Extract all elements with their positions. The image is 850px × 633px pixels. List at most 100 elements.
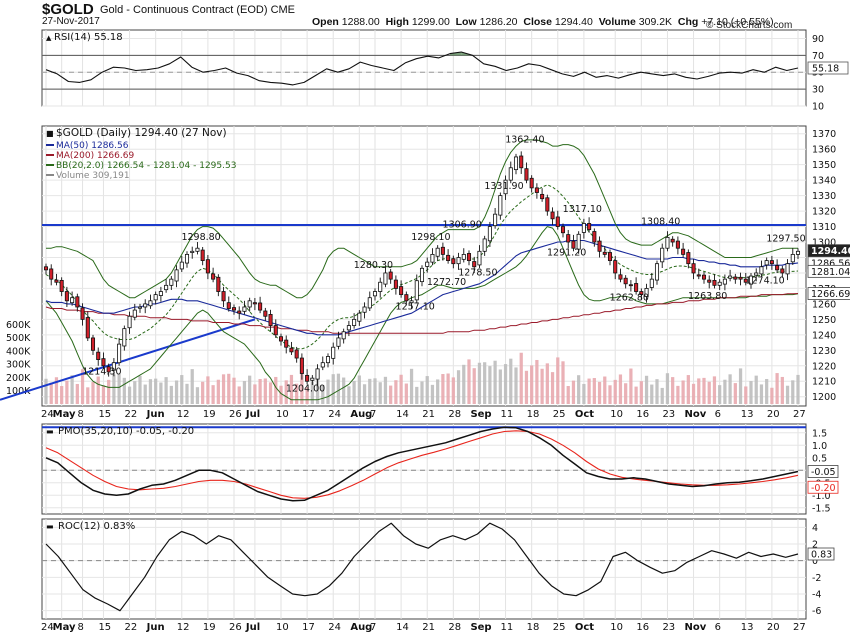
candle-body — [707, 279, 712, 283]
roc-line — [45, 522, 799, 612]
volume-bar — [373, 378, 377, 404]
volume-bar — [618, 374, 623, 404]
candle-body — [237, 310, 242, 314]
volume-bar — [655, 379, 659, 404]
bottom-x-axis-label: 20 — [767, 622, 780, 633]
x-axis-label: 27 — [793, 409, 806, 420]
price-annotation: 1214.30 — [82, 367, 121, 378]
bottom-x-axis-label: 6 — [715, 622, 721, 633]
volume-bar — [738, 368, 743, 404]
volume-bar — [232, 377, 236, 404]
volume-label: Volume — [598, 16, 636, 28]
candle-body — [618, 274, 623, 280]
candle-body — [357, 312, 362, 322]
candle-body — [184, 253, 190, 264]
volume-bar — [697, 378, 701, 404]
volume-bar — [759, 384, 764, 404]
volume-bar — [785, 385, 790, 404]
candle-body — [226, 302, 231, 309]
volume-bar — [49, 382, 53, 404]
support-trendline — [0, 318, 256, 401]
candle-body — [592, 231, 597, 243]
candle-body — [581, 223, 586, 233]
candle-body — [440, 246, 445, 255]
candle-body — [388, 271, 393, 280]
bottom-x-axis-label: 21 — [422, 622, 435, 633]
volume-bar — [201, 381, 205, 404]
price-annotation: 1262.80 — [610, 292, 649, 303]
candle-body — [649, 278, 654, 288]
price-annotation: 1331.90 — [484, 181, 523, 192]
candle-body — [70, 297, 75, 304]
candle-body — [393, 279, 398, 289]
pmo-value-label: -0.05 — [811, 467, 836, 478]
x-axis-label: Oct — [575, 409, 594, 420]
high-label: High — [385, 16, 409, 28]
candle-body — [701, 274, 707, 280]
price-tick-label: 1340 — [812, 176, 836, 187]
candle-body — [733, 276, 738, 280]
volume-bar — [514, 367, 518, 404]
roc-title: ROC(12) 0.83% — [58, 521, 135, 532]
volume-bar — [96, 376, 100, 404]
pmo-line — [45, 426, 799, 502]
candle-body — [362, 306, 367, 313]
volume-bar — [556, 357, 560, 404]
rsi-line — [45, 51, 799, 86]
candle-body — [174, 269, 179, 282]
pmo-title: PMO(35,20,10) -0.05, -0.20 — [58, 426, 194, 437]
candle-body — [325, 356, 331, 364]
volume-bar — [796, 374, 800, 404]
bottom-x-axis-label: 18 — [527, 622, 540, 633]
x-axis-label: 24 — [328, 409, 341, 420]
volume-bar — [143, 384, 147, 404]
ticker-symbol: $GOLD — [42, 1, 94, 18]
price-tick-label: 1250 — [812, 315, 836, 326]
volume-bar — [86, 387, 90, 404]
candle-body — [64, 291, 69, 302]
x-axis-label: 8 — [78, 409, 84, 420]
volume-bar — [169, 385, 173, 404]
bottom-x-axis-label: 10 — [610, 622, 623, 633]
candle-body — [242, 306, 247, 312]
candle-body — [555, 216, 560, 227]
volume-bar — [242, 381, 247, 404]
candle-body — [722, 278, 727, 285]
volume-bar — [650, 384, 654, 404]
bottom-x-axis-label: 24 — [41, 622, 54, 633]
price-tick-label: 1200 — [812, 392, 836, 403]
candle-body — [769, 260, 774, 265]
bottom-x-axis-label: 7 — [370, 622, 376, 633]
candle-body — [221, 291, 226, 302]
volume-tick-label: 200K — [6, 373, 31, 384]
bottom-x-axis-label: May — [53, 622, 76, 633]
candle-body — [278, 336, 284, 342]
x-axis-label: May — [53, 409, 76, 420]
volume-bar — [629, 368, 633, 404]
candle-body — [383, 272, 388, 285]
candle-body — [780, 268, 785, 274]
volume-bar — [577, 375, 581, 404]
candle-body — [482, 238, 487, 252]
bottom-x-axis-label: Sep — [470, 622, 491, 633]
volume-bar — [248, 375, 252, 404]
volume-bar — [660, 387, 664, 404]
candle-body — [320, 362, 325, 368]
volume-bar — [221, 374, 226, 404]
candle-body — [200, 249, 205, 261]
exchange-label: CME — [270, 4, 296, 16]
candle-body — [268, 314, 273, 326]
volume-tick-label: 100K — [6, 386, 31, 397]
candle-body — [519, 155, 524, 169]
candle-body — [498, 195, 503, 216]
bottom-x-axis-label: 11 — [501, 622, 514, 633]
volume-bar — [65, 380, 69, 404]
rsi-tick-label: 30 — [812, 85, 824, 96]
volume-bar — [498, 369, 502, 404]
x-axis-label: 12 — [177, 409, 190, 420]
candle-body — [446, 254, 451, 261]
candle-body — [493, 213, 498, 227]
candle-body — [790, 253, 795, 263]
volume-bar — [409, 368, 414, 404]
candle-body — [305, 374, 310, 382]
